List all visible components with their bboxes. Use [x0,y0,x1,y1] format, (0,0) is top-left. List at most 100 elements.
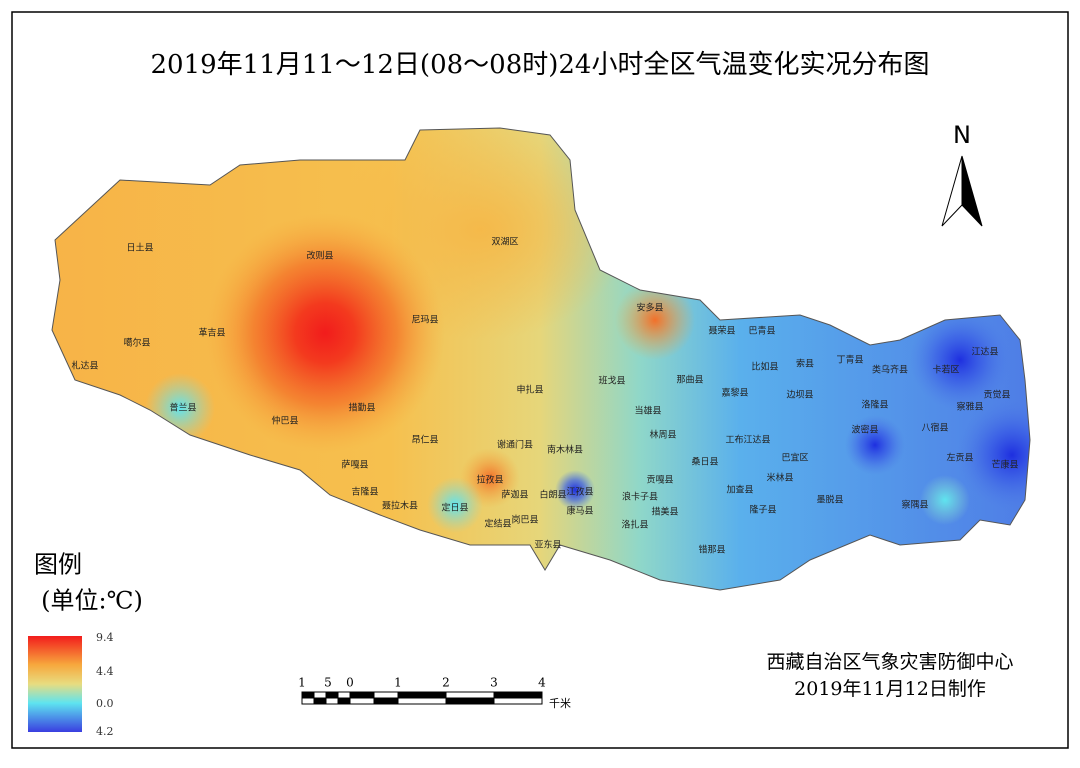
region-label: 江孜县 [566,486,593,498]
legend-label: 0.0 [96,697,114,710]
legend-ramp [28,636,82,732]
region-label: 班戈县 [598,375,625,387]
legend-title: 图例 [34,551,82,579]
region-label: 谢通门县 [497,439,533,451]
region-label: 聂拉木县 [382,500,418,512]
region-label: 察隅县 [901,499,928,511]
scale-label: 2 [442,676,450,690]
region-label: 类乌齐县 [872,364,908,376]
region-label: 洛扎县 [621,519,648,531]
region-label: 那曲县 [676,375,703,386]
north-label: N [953,121,971,149]
scale-segment [325,691,339,699]
scale-bar: 1 5 0 1 2 3 4千米 [298,676,571,711]
region-label: 巴宜区 [781,452,808,464]
scale-segment [397,697,447,705]
scale-label: 4 [538,676,546,690]
scale-segment [325,697,339,705]
scale-segment [349,691,375,699]
region-label: 措美县 [651,506,678,518]
region-label: 定结县 [484,518,511,530]
scale-label: 0 [346,676,354,690]
region-label: 桑日县 [691,457,718,468]
region-label: 聂荣县 [708,325,735,337]
scale-segment [445,691,495,699]
region-label: 岗巴县 [511,515,538,526]
legend-label: 4.4 [96,665,114,678]
scale-label: 3 [490,676,498,690]
scale-segment [337,697,351,705]
region-label: 双湖区 [491,237,518,248]
region-label: 昂仁县 [411,434,438,446]
region-label: 丁青县 [836,354,863,366]
region-label: 定日县 [441,502,468,514]
credit-org: 西藏自治区气象灾害防御中心 [766,651,1013,673]
region-label: 墨脱县 [816,494,843,506]
region-label: 日土县 [126,242,153,254]
scale-segment [373,697,399,705]
region-label: 萨迦县 [501,489,528,501]
frame [11,11,1069,749]
region-label: 巴青县 [748,325,775,337]
legend-label: 4.2 [96,725,114,738]
region-label: 卡若区 [932,364,959,376]
scale-unit: 千米 [549,697,571,710]
region-label: 工布江达县 [725,434,770,446]
north-arrow [961,155,983,227]
north-arrow [941,155,963,227]
scale-segment [397,691,447,699]
region-label: 索县 [796,358,814,370]
region-label: 隆子县 [749,504,776,516]
region-label: 仲巴县 [271,415,298,427]
scale-segment [337,691,351,699]
scale-segment [313,691,327,699]
region-label: 拉孜县 [476,474,503,486]
scale-segment [301,697,315,705]
region-label: 尼玛县 [411,315,438,326]
region-label: 贡觉县 [983,390,1010,401]
legend-label: 9.4 [96,631,114,644]
scale-segment [313,697,327,705]
scale-segment [301,691,315,699]
region-label: 白朗县 [539,489,566,501]
region-label: 左贡县 [946,452,973,464]
region-label: 比如县 [751,361,778,373]
legend-labels: 9.4 4.4 0.0 4.2 [96,631,114,738]
region-label: 吉隆县 [351,486,378,498]
region-label: 萨嘎县 [341,460,368,471]
region-label: 康马县 [566,505,593,517]
region-label: 八宿县 [921,422,948,434]
region-label: 安多县 [636,302,663,314]
region-label: 亚东县 [534,539,561,551]
scale-segment [493,691,543,699]
scale-segment [373,691,399,699]
region-label: 江达县 [971,346,998,358]
region-label: 当雄县 [634,405,661,417]
scale-label: 5 [324,676,332,690]
scale-segment [349,697,375,705]
scale-label: 1 [298,676,306,690]
region-label: 措勤县 [348,402,375,414]
legend-unit: (单位:℃) [41,587,143,615]
region-label: 革吉县 [198,327,225,339]
scale-segment [493,697,543,705]
region-label: 米林县 [766,472,793,484]
credit-date: 2019年11月12日制作 [794,678,986,700]
map-title: 2019年11月11～12日(08～08时)24小时全区气温变化实况分布图 [151,50,930,80]
region-label: 浪卡子县 [622,491,658,503]
region-label: 洛隆县 [861,399,888,411]
region-label: 波密县 [851,424,878,436]
region-label: 改则县 [306,250,333,262]
region-label: 噶尔县 [123,337,150,349]
region-label: 错那县 [698,544,725,556]
scale-label: 1 [394,676,402,690]
region-label: 南木林县 [547,444,583,456]
region-label: 札达县 [71,360,98,372]
temperature-surface [52,128,1030,590]
region-label: 加查县 [726,484,753,496]
region-label: 申扎县 [516,384,543,396]
region-label: 芒康县 [991,459,1018,471]
region-label: 嘉黎县 [721,387,748,399]
